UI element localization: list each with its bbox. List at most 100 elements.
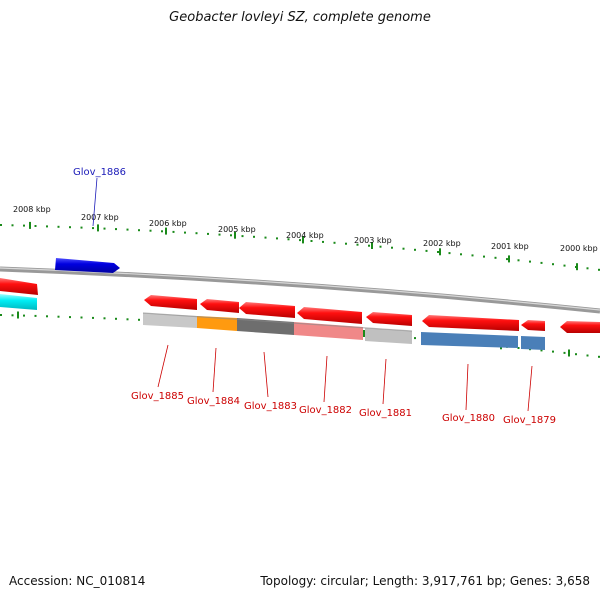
scale-dot xyxy=(23,314,25,317)
scale-major-tick xyxy=(165,227,167,235)
scale-label-2003: 2003 kbp xyxy=(354,236,392,245)
scale-dot xyxy=(218,233,221,236)
scale-label-2008: 2008 kbp xyxy=(13,205,51,214)
gene-arrow-glov-1886[interactable] xyxy=(55,258,120,273)
feature-block-glov-1881[interactable] xyxy=(365,328,412,344)
scale-dot xyxy=(414,337,416,340)
scale-dot xyxy=(552,263,554,266)
gene-label-glov-1883[interactable]: Glov_1883 xyxy=(244,401,297,412)
scale-major-tick xyxy=(97,224,99,232)
cds-arrow-left-edge[interactable] xyxy=(0,278,38,295)
scale-dot xyxy=(276,237,278,240)
scale-dot xyxy=(448,252,451,255)
scale-dot xyxy=(11,314,14,317)
cds-arrow-right-edge[interactable] xyxy=(560,321,600,333)
scale-dot xyxy=(586,354,589,357)
scale-dot xyxy=(46,315,48,318)
genome-backbone xyxy=(0,266,600,314)
scale-dot xyxy=(402,247,405,250)
scale-dot xyxy=(425,249,428,252)
upper-scale-track xyxy=(0,221,600,271)
scale-dot xyxy=(460,253,462,256)
scale-label-2007: 2007 kbp xyxy=(81,213,119,222)
scale-dot xyxy=(103,227,106,230)
accession-text: Accession: NC_010814 xyxy=(9,574,146,588)
scale-dot xyxy=(322,240,324,243)
leader-lines xyxy=(92,177,533,412)
feature-block-glov-1884[interactable] xyxy=(197,316,237,331)
cds-arrow-glov-1884[interactable] xyxy=(200,299,239,313)
scale-dot xyxy=(149,229,152,232)
scale-dot xyxy=(92,227,94,230)
scale-dot xyxy=(529,260,531,263)
scale-dot xyxy=(575,353,577,356)
gene-label-glov-1880[interactable]: Glov_1880 xyxy=(442,413,495,424)
scale-dot xyxy=(598,268,600,271)
scale-label-2000: 2000 kbp xyxy=(560,244,598,253)
scale-dot xyxy=(310,240,313,242)
scale-dot xyxy=(391,246,393,249)
scale-major-tick xyxy=(29,221,31,229)
scale-dot xyxy=(57,225,60,228)
cds-arrow-glov-1882[interactable] xyxy=(297,307,362,324)
scale-dot xyxy=(552,350,554,353)
gene-label-glov-1885[interactable]: Glov_1885 xyxy=(131,391,184,402)
cds-arrow-glov-1880[interactable] xyxy=(422,315,519,331)
scale-dot xyxy=(368,244,370,247)
cds-arrow-glov-1881[interactable] xyxy=(366,312,412,326)
scale-dot xyxy=(517,347,520,349)
scale-dot xyxy=(126,228,129,231)
scale-dot xyxy=(483,255,485,258)
scale-dot xyxy=(437,251,439,253)
scale-dot xyxy=(345,242,347,245)
scale-label-2005: 2005 kbp xyxy=(218,225,256,234)
gene-label-glov-1882[interactable]: Glov_1882 xyxy=(299,405,352,416)
scale-dot xyxy=(598,355,600,358)
scale-label-2006: 2006 kbp xyxy=(149,219,187,228)
scale-dot xyxy=(69,226,71,229)
scale-dot xyxy=(80,316,83,319)
scale-dot xyxy=(563,264,566,267)
scale-dot xyxy=(506,258,508,261)
cds-arrow-glov-1885[interactable] xyxy=(144,295,197,310)
scale-dot xyxy=(494,256,497,259)
scale-major-tick xyxy=(508,255,510,263)
cds-arrow-glov-1883[interactable] xyxy=(239,302,295,318)
feature-block-glov-1880[interactable] xyxy=(421,332,518,348)
scale-dot xyxy=(115,228,117,231)
scale-major-tick xyxy=(568,349,570,357)
feature-block-glov-1879[interactable] xyxy=(521,336,545,350)
scale-dot xyxy=(172,230,175,233)
scale-dot xyxy=(138,229,140,232)
cds-track xyxy=(0,278,600,333)
scale-major-tick xyxy=(17,311,19,319)
scale-dot xyxy=(0,224,2,226)
scale-dot xyxy=(11,224,14,227)
scale-dot xyxy=(80,226,83,229)
scale-dot xyxy=(414,248,416,251)
scale-dot xyxy=(0,314,2,316)
scale-major-tick xyxy=(371,242,373,249)
gene-block-cyan[interactable] xyxy=(0,294,37,310)
scale-dot xyxy=(184,231,186,234)
scale-dot xyxy=(356,243,359,246)
scale-major-tick xyxy=(439,248,441,256)
scale-dot xyxy=(46,225,48,228)
gene-label-glov-1879[interactable]: Glov_1879 xyxy=(503,415,556,426)
feature-block-glov-1883[interactable] xyxy=(237,318,294,335)
feature-block-glov-1882[interactable] xyxy=(294,322,363,340)
scale-dot xyxy=(517,259,520,262)
scale-dot xyxy=(138,318,140,321)
scale-dot xyxy=(126,318,129,321)
scale-major-tick xyxy=(234,231,236,239)
gene-label-glov-1881[interactable]: Glov_1881 xyxy=(359,408,412,419)
gene-label-glov-1886[interactable]: Glov_1886 xyxy=(73,167,126,178)
gene-label-glov-1884[interactable]: Glov_1884 xyxy=(187,396,240,407)
map-title: Geobacter lovleyi SZ, complete genome xyxy=(169,10,431,25)
feature-block-glov-1885[interactable] xyxy=(143,313,197,328)
scale-label-2004: 2004 kbp xyxy=(286,231,324,240)
scale-label-2002: 2002 kbp xyxy=(423,239,461,248)
scale-dot xyxy=(103,317,106,320)
cds-arrow-glov-1879[interactable] xyxy=(521,320,545,331)
